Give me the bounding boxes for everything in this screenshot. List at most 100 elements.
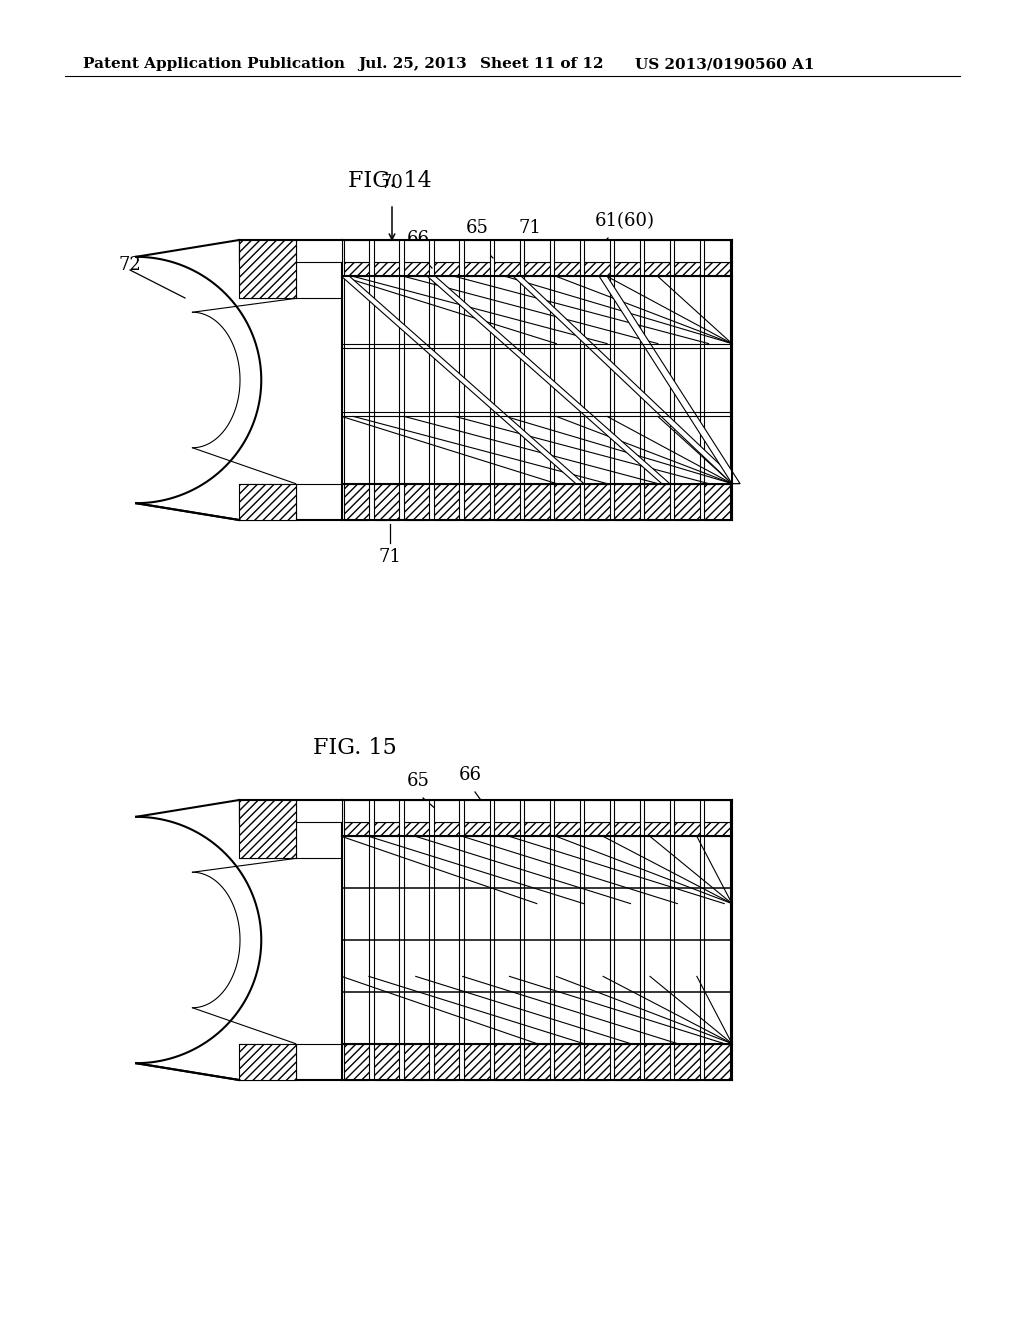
Polygon shape xyxy=(644,800,670,822)
Polygon shape xyxy=(494,483,519,520)
Text: 65: 65 xyxy=(466,219,488,238)
Polygon shape xyxy=(705,261,730,276)
Polygon shape xyxy=(464,261,489,276)
Polygon shape xyxy=(584,240,609,261)
Polygon shape xyxy=(434,1044,460,1080)
Polygon shape xyxy=(705,483,730,520)
Polygon shape xyxy=(374,240,399,261)
Polygon shape xyxy=(584,1044,609,1080)
Polygon shape xyxy=(344,800,370,822)
Text: 65: 65 xyxy=(407,772,429,789)
Polygon shape xyxy=(374,483,399,520)
Polygon shape xyxy=(614,822,640,837)
Polygon shape xyxy=(464,822,489,837)
Polygon shape xyxy=(554,800,580,822)
Text: US 2013/0190560 A1: US 2013/0190560 A1 xyxy=(635,57,814,71)
Polygon shape xyxy=(614,261,640,276)
Text: 61(60): 61(60) xyxy=(595,213,655,230)
Polygon shape xyxy=(644,261,670,276)
Polygon shape xyxy=(705,240,730,261)
Polygon shape xyxy=(374,800,399,822)
Polygon shape xyxy=(584,800,609,822)
Polygon shape xyxy=(524,483,550,520)
Polygon shape xyxy=(614,800,640,822)
Polygon shape xyxy=(240,240,342,261)
Polygon shape xyxy=(644,822,670,837)
Polygon shape xyxy=(374,822,399,837)
Polygon shape xyxy=(464,240,489,261)
Polygon shape xyxy=(240,1044,296,1080)
Polygon shape xyxy=(344,261,370,276)
Polygon shape xyxy=(403,240,429,261)
Polygon shape xyxy=(584,822,609,837)
Polygon shape xyxy=(434,261,460,276)
Polygon shape xyxy=(524,1044,550,1080)
Polygon shape xyxy=(240,800,342,822)
Polygon shape xyxy=(599,276,740,483)
Polygon shape xyxy=(434,800,460,822)
Polygon shape xyxy=(434,483,460,520)
Polygon shape xyxy=(403,800,429,822)
Polygon shape xyxy=(554,261,580,276)
Polygon shape xyxy=(644,483,670,520)
Polygon shape xyxy=(494,240,519,261)
Polygon shape xyxy=(674,822,699,837)
Polygon shape xyxy=(705,822,730,837)
Polygon shape xyxy=(524,800,550,822)
Polygon shape xyxy=(705,800,730,822)
Polygon shape xyxy=(513,276,740,483)
Polygon shape xyxy=(344,822,370,837)
Text: 70: 70 xyxy=(381,174,403,191)
Polygon shape xyxy=(494,822,519,837)
Polygon shape xyxy=(614,240,640,261)
Text: Patent Application Publication: Patent Application Publication xyxy=(83,57,345,71)
Polygon shape xyxy=(464,483,489,520)
Polygon shape xyxy=(403,261,429,276)
Polygon shape xyxy=(434,240,460,261)
Text: 66: 66 xyxy=(407,230,429,248)
Polygon shape xyxy=(342,837,732,1044)
Polygon shape xyxy=(674,261,699,276)
Polygon shape xyxy=(674,240,699,261)
Polygon shape xyxy=(342,276,584,483)
Polygon shape xyxy=(674,800,699,822)
Polygon shape xyxy=(403,822,429,837)
Polygon shape xyxy=(705,1044,730,1080)
Polygon shape xyxy=(614,483,640,520)
Polygon shape xyxy=(464,1044,489,1080)
Polygon shape xyxy=(240,240,296,298)
Text: 72: 72 xyxy=(119,256,141,275)
Polygon shape xyxy=(554,1044,580,1080)
Polygon shape xyxy=(344,483,370,520)
Polygon shape xyxy=(524,240,550,261)
Polygon shape xyxy=(524,822,550,837)
Polygon shape xyxy=(524,261,550,276)
Polygon shape xyxy=(464,800,489,822)
Polygon shape xyxy=(427,276,670,483)
Polygon shape xyxy=(554,822,580,837)
Text: 71: 71 xyxy=(518,219,542,238)
Polygon shape xyxy=(374,261,399,276)
Polygon shape xyxy=(614,1044,640,1080)
Polygon shape xyxy=(584,261,609,276)
Text: 71: 71 xyxy=(379,548,401,566)
Polygon shape xyxy=(584,483,609,520)
Polygon shape xyxy=(240,483,296,520)
Text: FIG. 15: FIG. 15 xyxy=(313,737,397,759)
Polygon shape xyxy=(494,261,519,276)
Polygon shape xyxy=(494,1044,519,1080)
Text: 66: 66 xyxy=(459,766,481,784)
Polygon shape xyxy=(554,240,580,261)
Polygon shape xyxy=(434,822,460,837)
Polygon shape xyxy=(644,1044,670,1080)
Text: Jul. 25, 2013: Jul. 25, 2013 xyxy=(358,57,467,71)
Polygon shape xyxy=(240,800,296,858)
Polygon shape xyxy=(494,800,519,822)
Polygon shape xyxy=(403,1044,429,1080)
Polygon shape xyxy=(344,1044,370,1080)
Polygon shape xyxy=(554,483,580,520)
Text: Sheet 11 of 12: Sheet 11 of 12 xyxy=(480,57,603,71)
Polygon shape xyxy=(644,240,670,261)
Polygon shape xyxy=(674,483,699,520)
Text: FIG. 14: FIG. 14 xyxy=(348,170,432,191)
